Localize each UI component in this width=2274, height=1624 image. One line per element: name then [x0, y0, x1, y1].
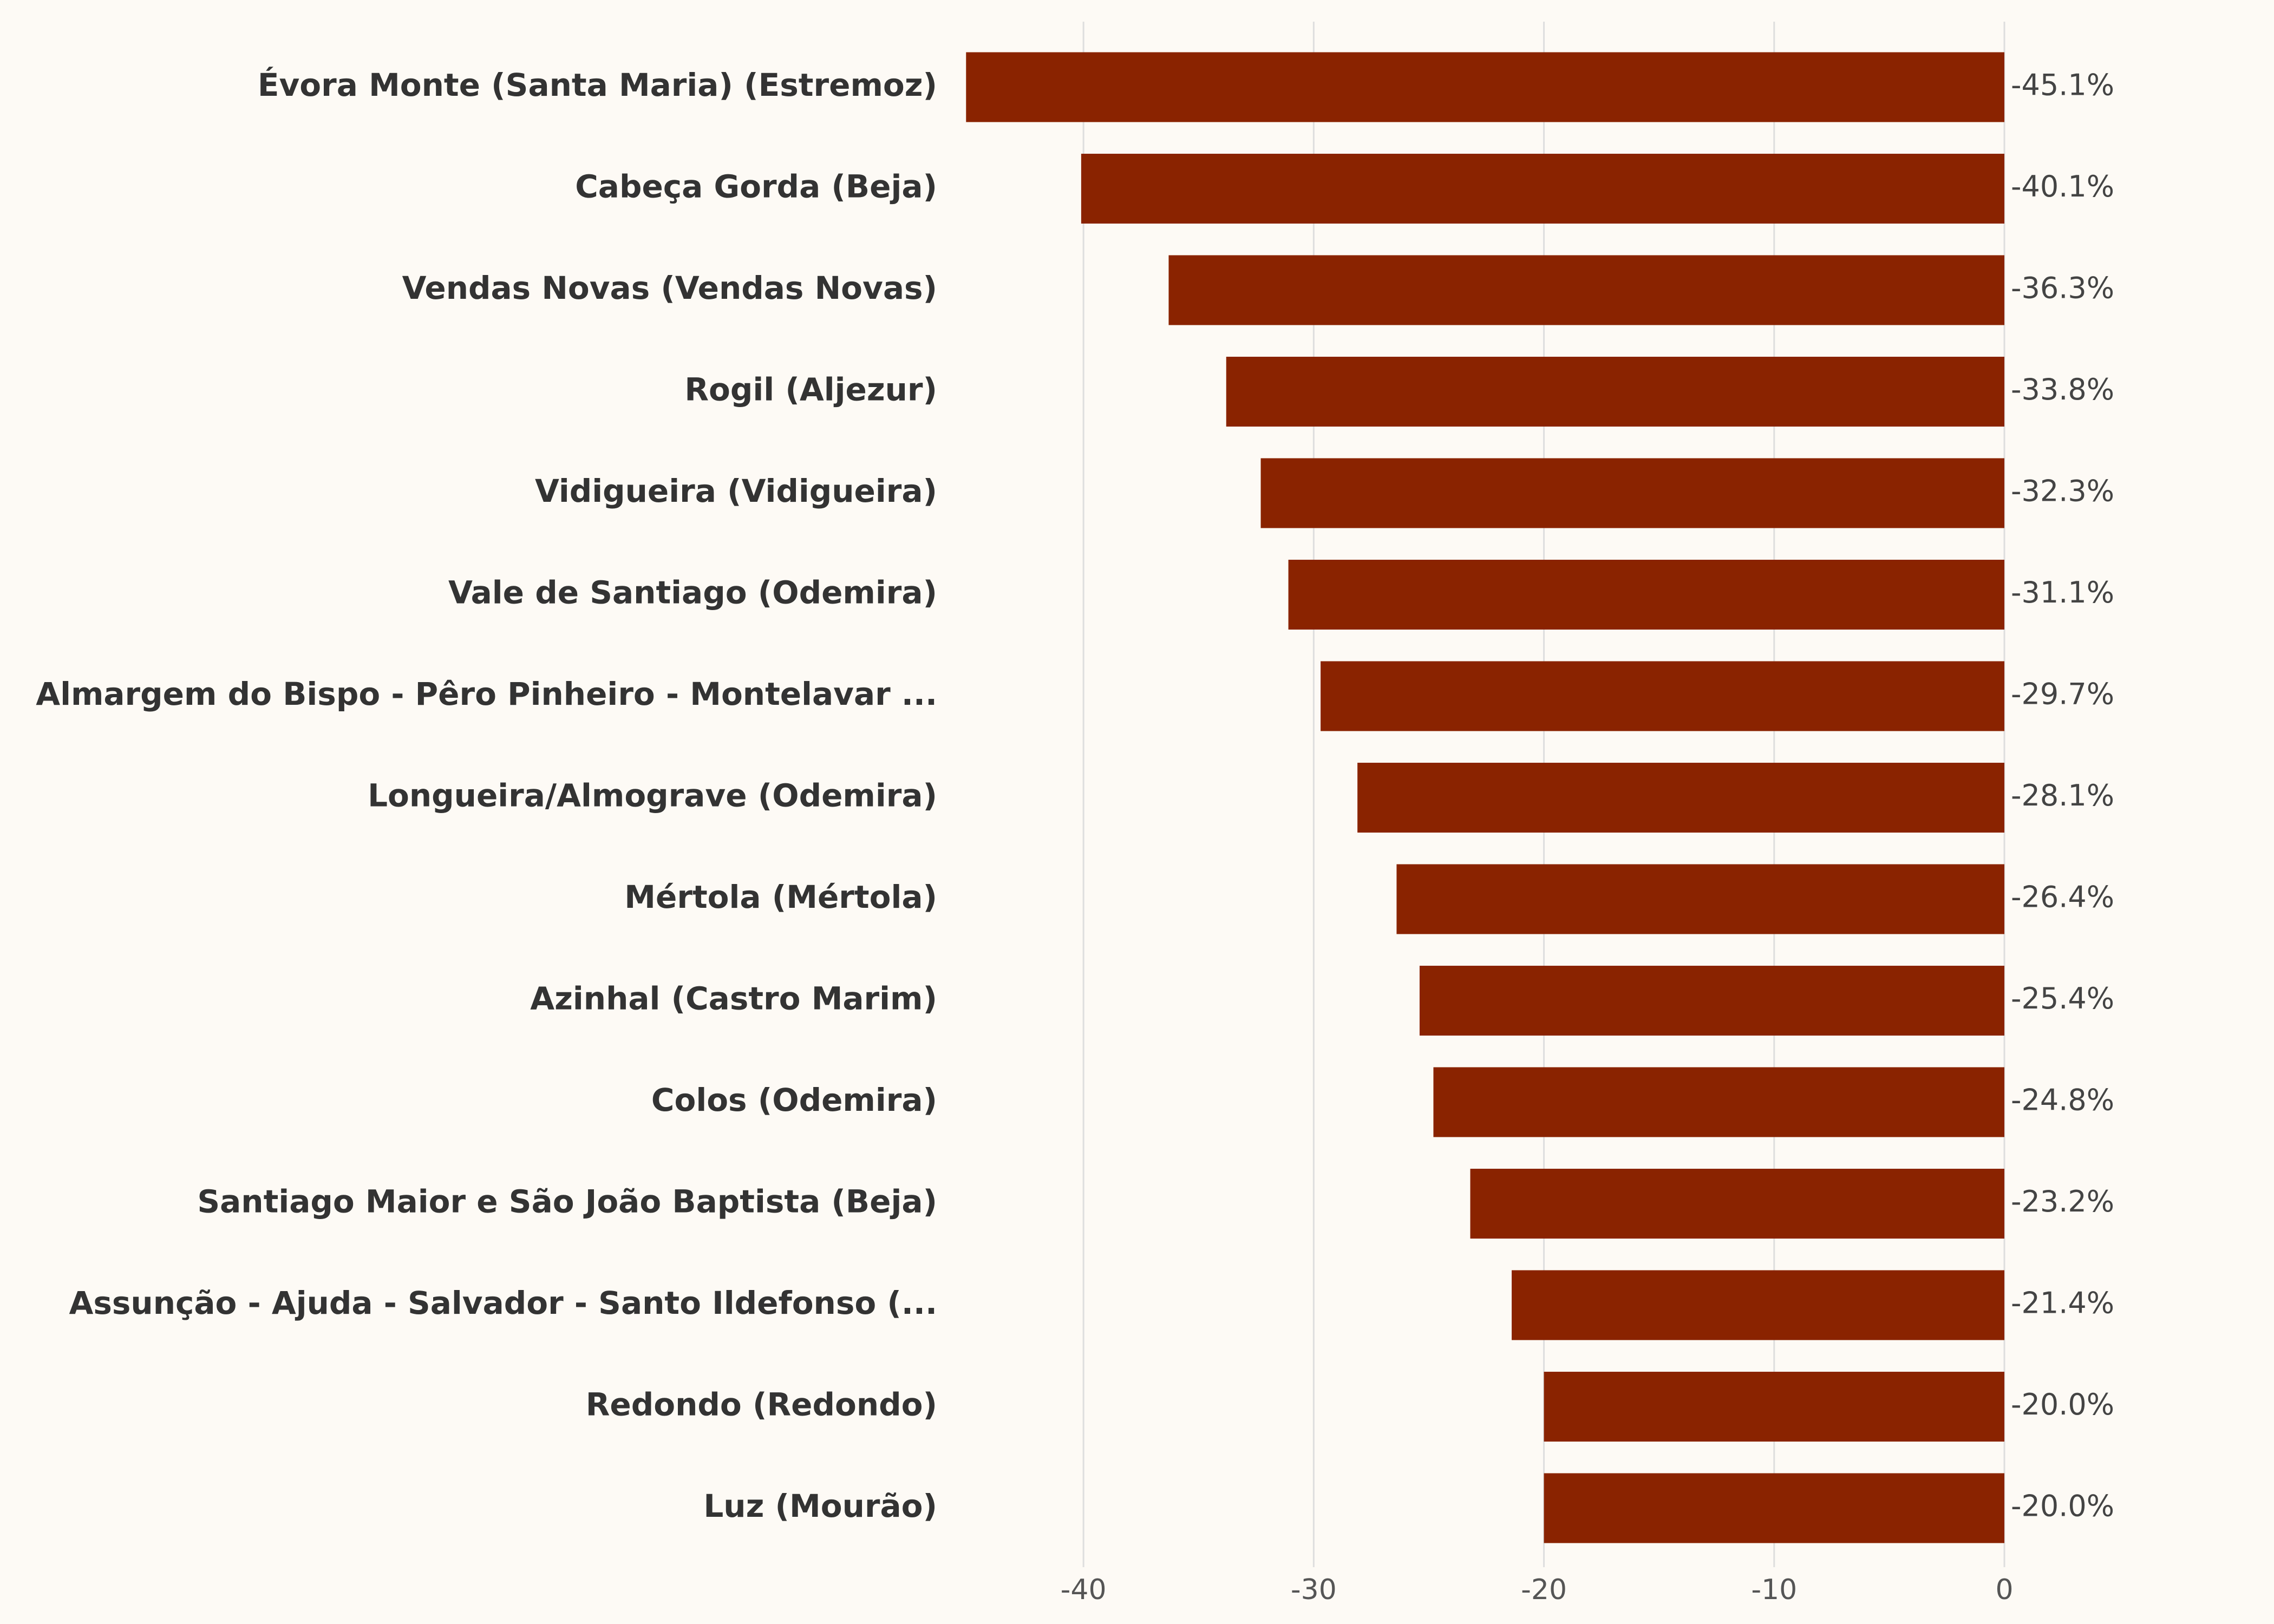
bar [1226, 357, 2004, 427]
bar [1419, 966, 2004, 1036]
value-label: -20.0% [2011, 1489, 2114, 1523]
bar [1512, 1270, 2004, 1340]
value-label: -21.4% [2011, 1286, 2114, 1320]
category-label: Redondo (Redondo) [586, 1386, 937, 1423]
bar [1260, 458, 2004, 528]
category-label: Mértola (Mértola) [624, 879, 937, 915]
value-label: -45.1% [2011, 68, 2114, 102]
x-tick-label: 0 [1995, 1574, 2013, 1606]
category-label: Santiago Maior e São João Baptista (Beja… [197, 1183, 937, 1220]
category-label: Azinhal (Castro Marim) [530, 980, 937, 1017]
x-tick-label: -30 [1291, 1574, 1337, 1606]
value-label: -33.8% [2011, 372, 2114, 407]
value-label: -25.4% [2011, 981, 2114, 1016]
bar [966, 52, 2004, 122]
category-label: Almargem do Bispo - Pêro Pinheiro - Mont… [36, 676, 937, 712]
value-label: -24.8% [2011, 1083, 2114, 1117]
value-label: -31.1% [2011, 575, 2114, 610]
category-label: Évora Monte (Santa Maria) (Estremoz) [258, 66, 937, 103]
bar [1081, 154, 2004, 224]
x-tick-label: -10 [1751, 1574, 1797, 1606]
category-label: Vendas Novas (Vendas Novas) [402, 270, 937, 306]
bar [1544, 1473, 2004, 1543]
category-label: Colos (Odemira) [651, 1082, 937, 1118]
category-label: Longueira/Almograve (Odemira) [368, 777, 937, 814]
value-label: -20.0% [2011, 1387, 2114, 1422]
bar [1433, 1067, 2004, 1137]
bar [1168, 255, 2004, 325]
value-label: -28.1% [2011, 778, 2114, 813]
bar [1288, 560, 2004, 630]
category-label: Vidigueira (Vidigueira) [535, 473, 937, 509]
bar [1357, 763, 2004, 833]
bar [1544, 1372, 2004, 1442]
category-label: Cabeça Gorda (Beja) [575, 168, 937, 205]
category-label: Rogil (Aljezur) [684, 371, 937, 408]
category-label: Assunção - Ajuda - Salvador - Santo Ilde… [69, 1285, 938, 1321]
category-label: Luz (Mourão) [703, 1488, 937, 1524]
bar [1321, 661, 2004, 731]
value-label: -26.4% [2011, 880, 2114, 914]
value-label: -36.3% [2011, 271, 2114, 305]
bar [1396, 864, 2004, 934]
x-tick-label: -20 [1521, 1574, 1567, 1606]
value-label: -29.7% [2011, 677, 2114, 711]
category-label: Vale de Santiago (Odemira) [448, 574, 937, 611]
value-label: -23.2% [2011, 1184, 2114, 1219]
value-label: -40.1% [2011, 169, 2114, 204]
value-label: -32.3% [2011, 474, 2114, 508]
bar [1470, 1169, 2004, 1239]
x-tick-label: -40 [1061, 1574, 1107, 1606]
